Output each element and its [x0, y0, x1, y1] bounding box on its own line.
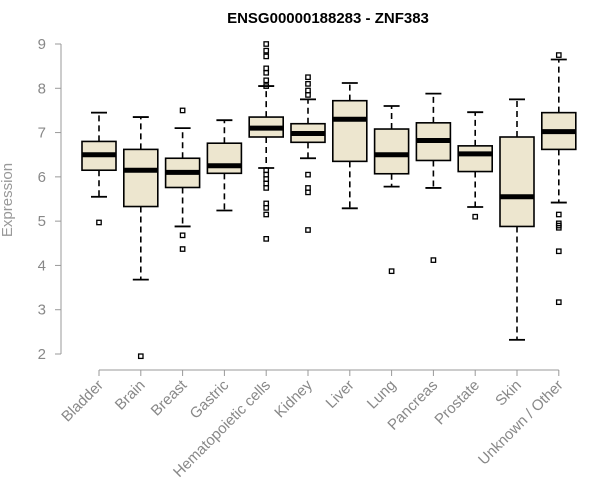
box-group — [81, 111, 117, 226]
iqr-box — [331, 99, 368, 163]
boxes — [81, 41, 577, 360]
outlier-point — [263, 69, 270, 76]
chart-title: ENSG00000188283 - ZNF383 — [227, 10, 429, 27]
outlier-point — [305, 74, 311, 81]
x-category-label: Brain — [112, 377, 149, 414]
y-tick-label: 4 — [38, 257, 46, 274]
outlier-point — [263, 185, 270, 191]
outlier-point — [263, 41, 270, 47]
iqr-box — [123, 148, 159, 208]
outlier-point — [305, 185, 311, 191]
x-category-label: Breast — [148, 376, 191, 419]
outlier-point — [555, 52, 562, 58]
box-group — [331, 82, 368, 210]
y-tick-label: 5 — [38, 213, 46, 230]
x-category-label: Prostate — [431, 377, 483, 429]
outlier-point — [263, 83, 270, 89]
outlier-point — [179, 232, 186, 239]
outlier-point — [388, 268, 395, 275]
outlier-point — [555, 224, 562, 231]
outlier-point — [430, 257, 437, 263]
outlier-point — [472, 213, 479, 220]
outlier-point — [263, 205, 270, 211]
iqr-box — [499, 136, 535, 228]
y-tick-label: 8 — [38, 80, 46, 97]
y-axis-label: Expression — [0, 163, 16, 237]
outlier-point — [305, 189, 311, 196]
x-category-label: Bladder — [58, 377, 107, 426]
box-group — [248, 41, 284, 242]
y-tick-label: 6 — [38, 169, 46, 186]
y-tick-label: 7 — [38, 125, 46, 142]
outlier-point — [555, 299, 562, 306]
outlier-point — [137, 353, 144, 360]
outlier-point — [555, 211, 562, 218]
x-category-label: Liver — [323, 377, 358, 412]
x-category-label: Kidney — [271, 376, 316, 421]
outlier-point — [305, 227, 311, 233]
box-group — [415, 92, 452, 263]
box-group — [499, 98, 535, 341]
outlier-point — [555, 248, 562, 255]
iqr-box — [457, 145, 494, 173]
y-tick-label: 2 — [38, 346, 46, 363]
box-group — [206, 119, 243, 212]
y-tick-label: 9 — [38, 36, 46, 53]
iqr-box — [373, 128, 410, 175]
outlier-point — [263, 236, 270, 242]
outlier-point — [263, 53, 270, 60]
outlier-point — [263, 211, 270, 218]
outlier-point — [263, 200, 270, 207]
outlier-point — [96, 219, 102, 226]
outlier-point — [305, 87, 311, 94]
outlier-point — [305, 171, 311, 178]
box-group — [457, 111, 494, 220]
box-group — [290, 74, 326, 233]
x-category-label: Skin — [492, 377, 525, 410]
outlier-point — [305, 81, 311, 87]
outlier-point — [263, 77, 270, 84]
box-group — [164, 107, 201, 252]
box-group — [373, 105, 410, 275]
y-axis: 2 3 4 5 6 7 8 9 — [38, 36, 62, 363]
outlier-point — [179, 107, 186, 114]
iqr-box — [206, 142, 243, 175]
outlier-point — [305, 92, 311, 98]
outlier-point — [263, 176, 270, 182]
box-group — [123, 116, 159, 360]
x-category-label: Lung — [364, 377, 400, 413]
outlier-point — [263, 180, 270, 187]
y-tick-label: 3 — [38, 302, 46, 319]
outlier-point — [263, 65, 270, 72]
outlier-point — [263, 171, 270, 178]
outlier-point — [179, 246, 186, 252]
box-group — [540, 52, 577, 306]
outlier-point — [263, 47, 270, 54]
